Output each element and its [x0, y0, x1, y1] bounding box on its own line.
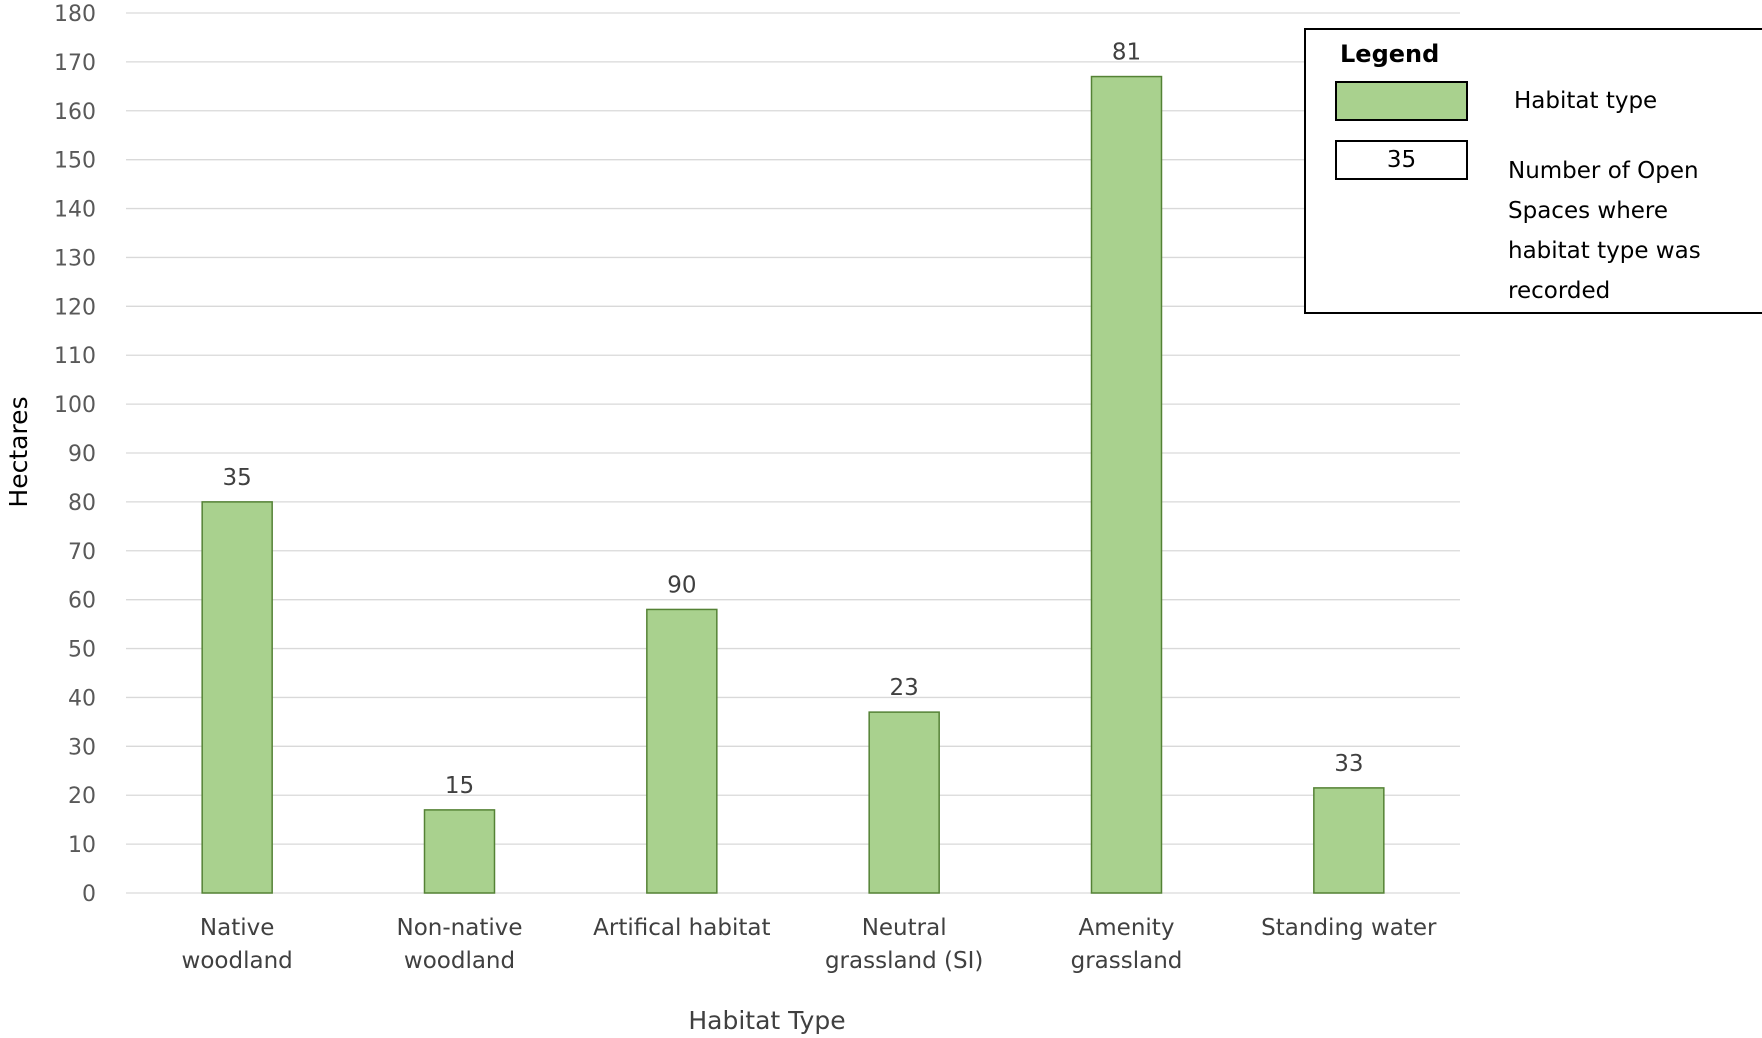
legend-title: Legend [1340, 40, 1440, 68]
y-tick-label: 20 [68, 784, 96, 809]
y-tick-label: 80 [68, 491, 96, 516]
x-category-label: grassland [1071, 948, 1183, 974]
y-axis-title: Hectares [4, 396, 33, 507]
x-category-label: grassland (SI) [825, 948, 983, 974]
x-category-label: Standing water [1261, 915, 1437, 941]
x-axis-title: Habitat Type [688, 1006, 845, 1035]
legend-count-label: Number of Open Spaces where habitat type… [1508, 158, 1701, 304]
x-category-label: Non-native [397, 915, 523, 941]
y-tick-label: 50 [68, 638, 96, 663]
data-label: 90 [667, 572, 696, 598]
legend-habitat-label: Habitat type [1514, 88, 1658, 114]
gridlines [126, 12, 1460, 894]
data-labels: 35 15 90 23 81 33 [223, 40, 1364, 799]
data-label: 35 [223, 465, 252, 491]
y-tick-label: 120 [54, 295, 96, 320]
x-category-label: Native [200, 915, 274, 941]
bar [1313, 787, 1385, 894]
y-tick-label: 60 [68, 589, 96, 614]
x-category-label: woodland [182, 948, 293, 974]
data-label: 81 [1112, 40, 1141, 66]
data-label: 23 [890, 675, 919, 701]
y-tick-label: 90 [68, 442, 96, 467]
x-axis-categories: Native woodland Non-native woodland Artifica… [182, 915, 1437, 974]
y-tick-label: 180 [54, 2, 96, 27]
x-category-label: Artifical habitat [593, 915, 770, 941]
x-category-label: woodland [404, 948, 515, 974]
bar [423, 809, 496, 894]
legend-habitat-swatch [1335, 81, 1468, 121]
y-tick-label: 110 [54, 344, 96, 369]
legend-count-sample: 35 [1335, 140, 1468, 180]
y-tick-label: 170 [54, 51, 96, 76]
x-category-label: Amenity [1079, 915, 1175, 941]
bar [868, 711, 940, 894]
legend-box: Legend Habitat type 35 Number of Open Sp… [1304, 28, 1762, 314]
bar [1090, 75, 1163, 894]
bar [201, 501, 273, 894]
x-category-label: Neutral [862, 915, 947, 941]
data-label: 15 [445, 773, 474, 799]
y-tick-label: 150 [54, 149, 96, 174]
y-tick-label: 10 [68, 833, 96, 858]
y-tick-label: 70 [68, 540, 96, 565]
y-tick-label: 130 [54, 246, 96, 271]
y-tick-label: 100 [54, 393, 96, 418]
y-axis-ticks: 0 10 20 30 40 50 60 70 80 90 100 110 120 130 140 150 160… [54, 2, 96, 907]
y-tick-label: 160 [54, 100, 96, 125]
y-tick-label: 0 [82, 882, 96, 907]
y-tick-label: 30 [68, 735, 96, 760]
bar [646, 608, 718, 894]
data-label: 33 [1334, 751, 1363, 777]
y-tick-label: 40 [68, 686, 96, 711]
bars [201, 75, 1385, 894]
y-tick-label: 140 [54, 198, 96, 223]
